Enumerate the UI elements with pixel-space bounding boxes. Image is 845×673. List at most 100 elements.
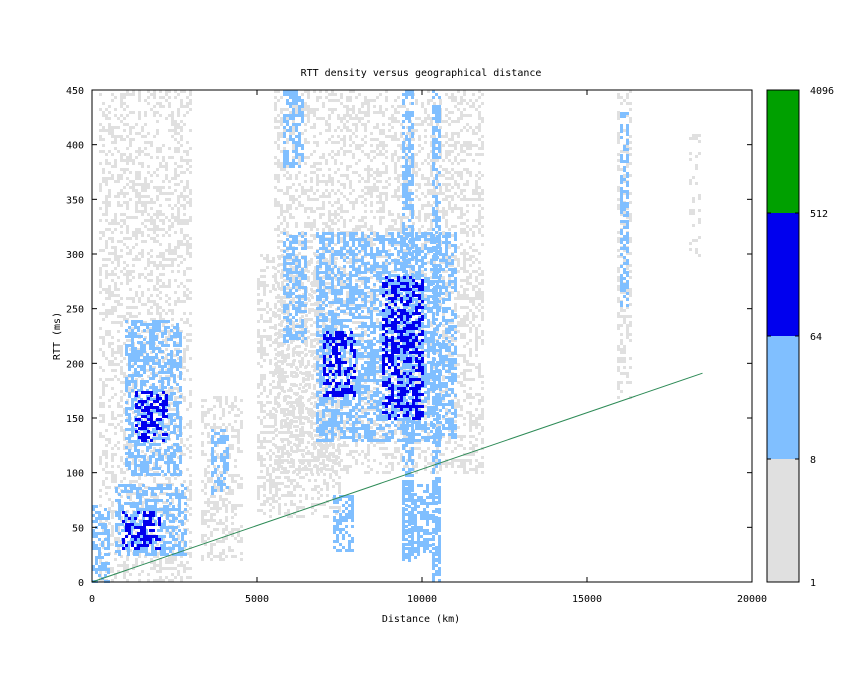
density-cell bbox=[186, 486, 189, 489]
density-cell bbox=[320, 422, 323, 425]
density-cell bbox=[287, 431, 290, 434]
density-cell bbox=[120, 495, 123, 498]
density-cell bbox=[260, 440, 263, 443]
density-cell bbox=[307, 420, 310, 423]
density-cell bbox=[189, 474, 192, 477]
density-cell bbox=[114, 282, 117, 285]
density-cell bbox=[144, 303, 147, 306]
density-cell bbox=[331, 177, 334, 180]
density-cell bbox=[129, 495, 132, 498]
density-cell bbox=[349, 150, 352, 153]
density-cell bbox=[376, 201, 379, 204]
density-cell bbox=[322, 192, 325, 195]
density-cell bbox=[165, 165, 168, 168]
density-cell bbox=[307, 330, 310, 333]
density-cell bbox=[355, 408, 358, 411]
density-cell bbox=[301, 462, 304, 465]
density-cell bbox=[367, 177, 370, 180]
density-cell bbox=[189, 246, 192, 249]
density-cell bbox=[379, 384, 382, 387]
density-cell bbox=[307, 111, 310, 114]
density-cell bbox=[340, 279, 343, 282]
density-cell bbox=[114, 309, 117, 312]
density-cell bbox=[111, 222, 114, 225]
density-cell bbox=[260, 419, 263, 422]
density-cell bbox=[99, 93, 102, 96]
density-cell bbox=[304, 114, 307, 117]
density-cell bbox=[138, 150, 141, 153]
density-cell bbox=[114, 288, 117, 291]
density-cell bbox=[138, 96, 141, 99]
density-cell bbox=[174, 126, 177, 129]
density-cell bbox=[174, 423, 177, 426]
density-cell bbox=[284, 419, 287, 422]
density-cell bbox=[319, 216, 322, 219]
density-cell bbox=[266, 440, 269, 443]
density-cell bbox=[150, 531, 153, 534]
density-cell bbox=[370, 186, 373, 189]
density-cell bbox=[159, 447, 162, 450]
density-cell bbox=[367, 390, 370, 393]
density-cell bbox=[204, 486, 207, 489]
density-cell bbox=[141, 570, 144, 573]
density-cell bbox=[177, 300, 180, 303]
density-cell bbox=[201, 399, 204, 402]
density-cell bbox=[108, 342, 111, 345]
density-cell bbox=[301, 93, 304, 96]
density-cell bbox=[105, 477, 108, 480]
density-cell bbox=[150, 327, 153, 330]
density-cell bbox=[117, 441, 120, 444]
density-cell bbox=[311, 296, 314, 299]
density-cell bbox=[376, 171, 379, 174]
density-cell bbox=[180, 453, 183, 456]
density-cell bbox=[352, 156, 355, 159]
density-cell bbox=[126, 399, 129, 402]
density-cell bbox=[343, 183, 346, 186]
density-cell bbox=[364, 333, 367, 336]
density-cell bbox=[132, 246, 135, 249]
density-cell bbox=[180, 156, 183, 159]
density-cell bbox=[328, 123, 331, 126]
density-cell bbox=[135, 432, 138, 435]
density-cell bbox=[337, 117, 340, 120]
density-cell bbox=[129, 339, 132, 342]
density-cell bbox=[361, 111, 364, 114]
density-cell bbox=[123, 129, 126, 132]
density-cell bbox=[108, 345, 111, 348]
density-cell bbox=[349, 450, 352, 453]
density-cell bbox=[316, 141, 319, 144]
density-cell bbox=[298, 234, 301, 237]
density-cell bbox=[260, 446, 263, 449]
density-cell bbox=[293, 416, 296, 419]
density-cell bbox=[147, 102, 150, 105]
density-cell bbox=[123, 159, 126, 162]
density-cell bbox=[165, 558, 168, 561]
density-cell bbox=[370, 468, 373, 471]
density-cell bbox=[385, 165, 388, 168]
density-cell bbox=[177, 243, 180, 246]
density-cell bbox=[277, 459, 280, 462]
density-cell bbox=[201, 522, 204, 525]
density-cell bbox=[337, 462, 340, 465]
density-cell bbox=[335, 455, 338, 458]
density-cell bbox=[391, 453, 394, 456]
density-cell bbox=[391, 159, 394, 162]
density-cell bbox=[292, 147, 295, 150]
density-cell bbox=[213, 465, 216, 468]
density-cell bbox=[272, 425, 275, 428]
density-cell bbox=[277, 114, 280, 117]
density-cell bbox=[310, 165, 313, 168]
density-cell bbox=[120, 324, 123, 327]
density-cell bbox=[204, 534, 207, 537]
density-cell bbox=[316, 162, 319, 165]
density-cell bbox=[299, 320, 302, 323]
density-cell bbox=[168, 579, 171, 582]
density-cell bbox=[186, 243, 189, 246]
density-cell bbox=[153, 186, 156, 189]
density-cell bbox=[334, 426, 337, 429]
density-cell bbox=[129, 447, 132, 450]
density-cell bbox=[260, 377, 263, 380]
density-cell bbox=[105, 444, 108, 447]
density-cell bbox=[287, 344, 290, 347]
density-cell bbox=[331, 465, 334, 468]
